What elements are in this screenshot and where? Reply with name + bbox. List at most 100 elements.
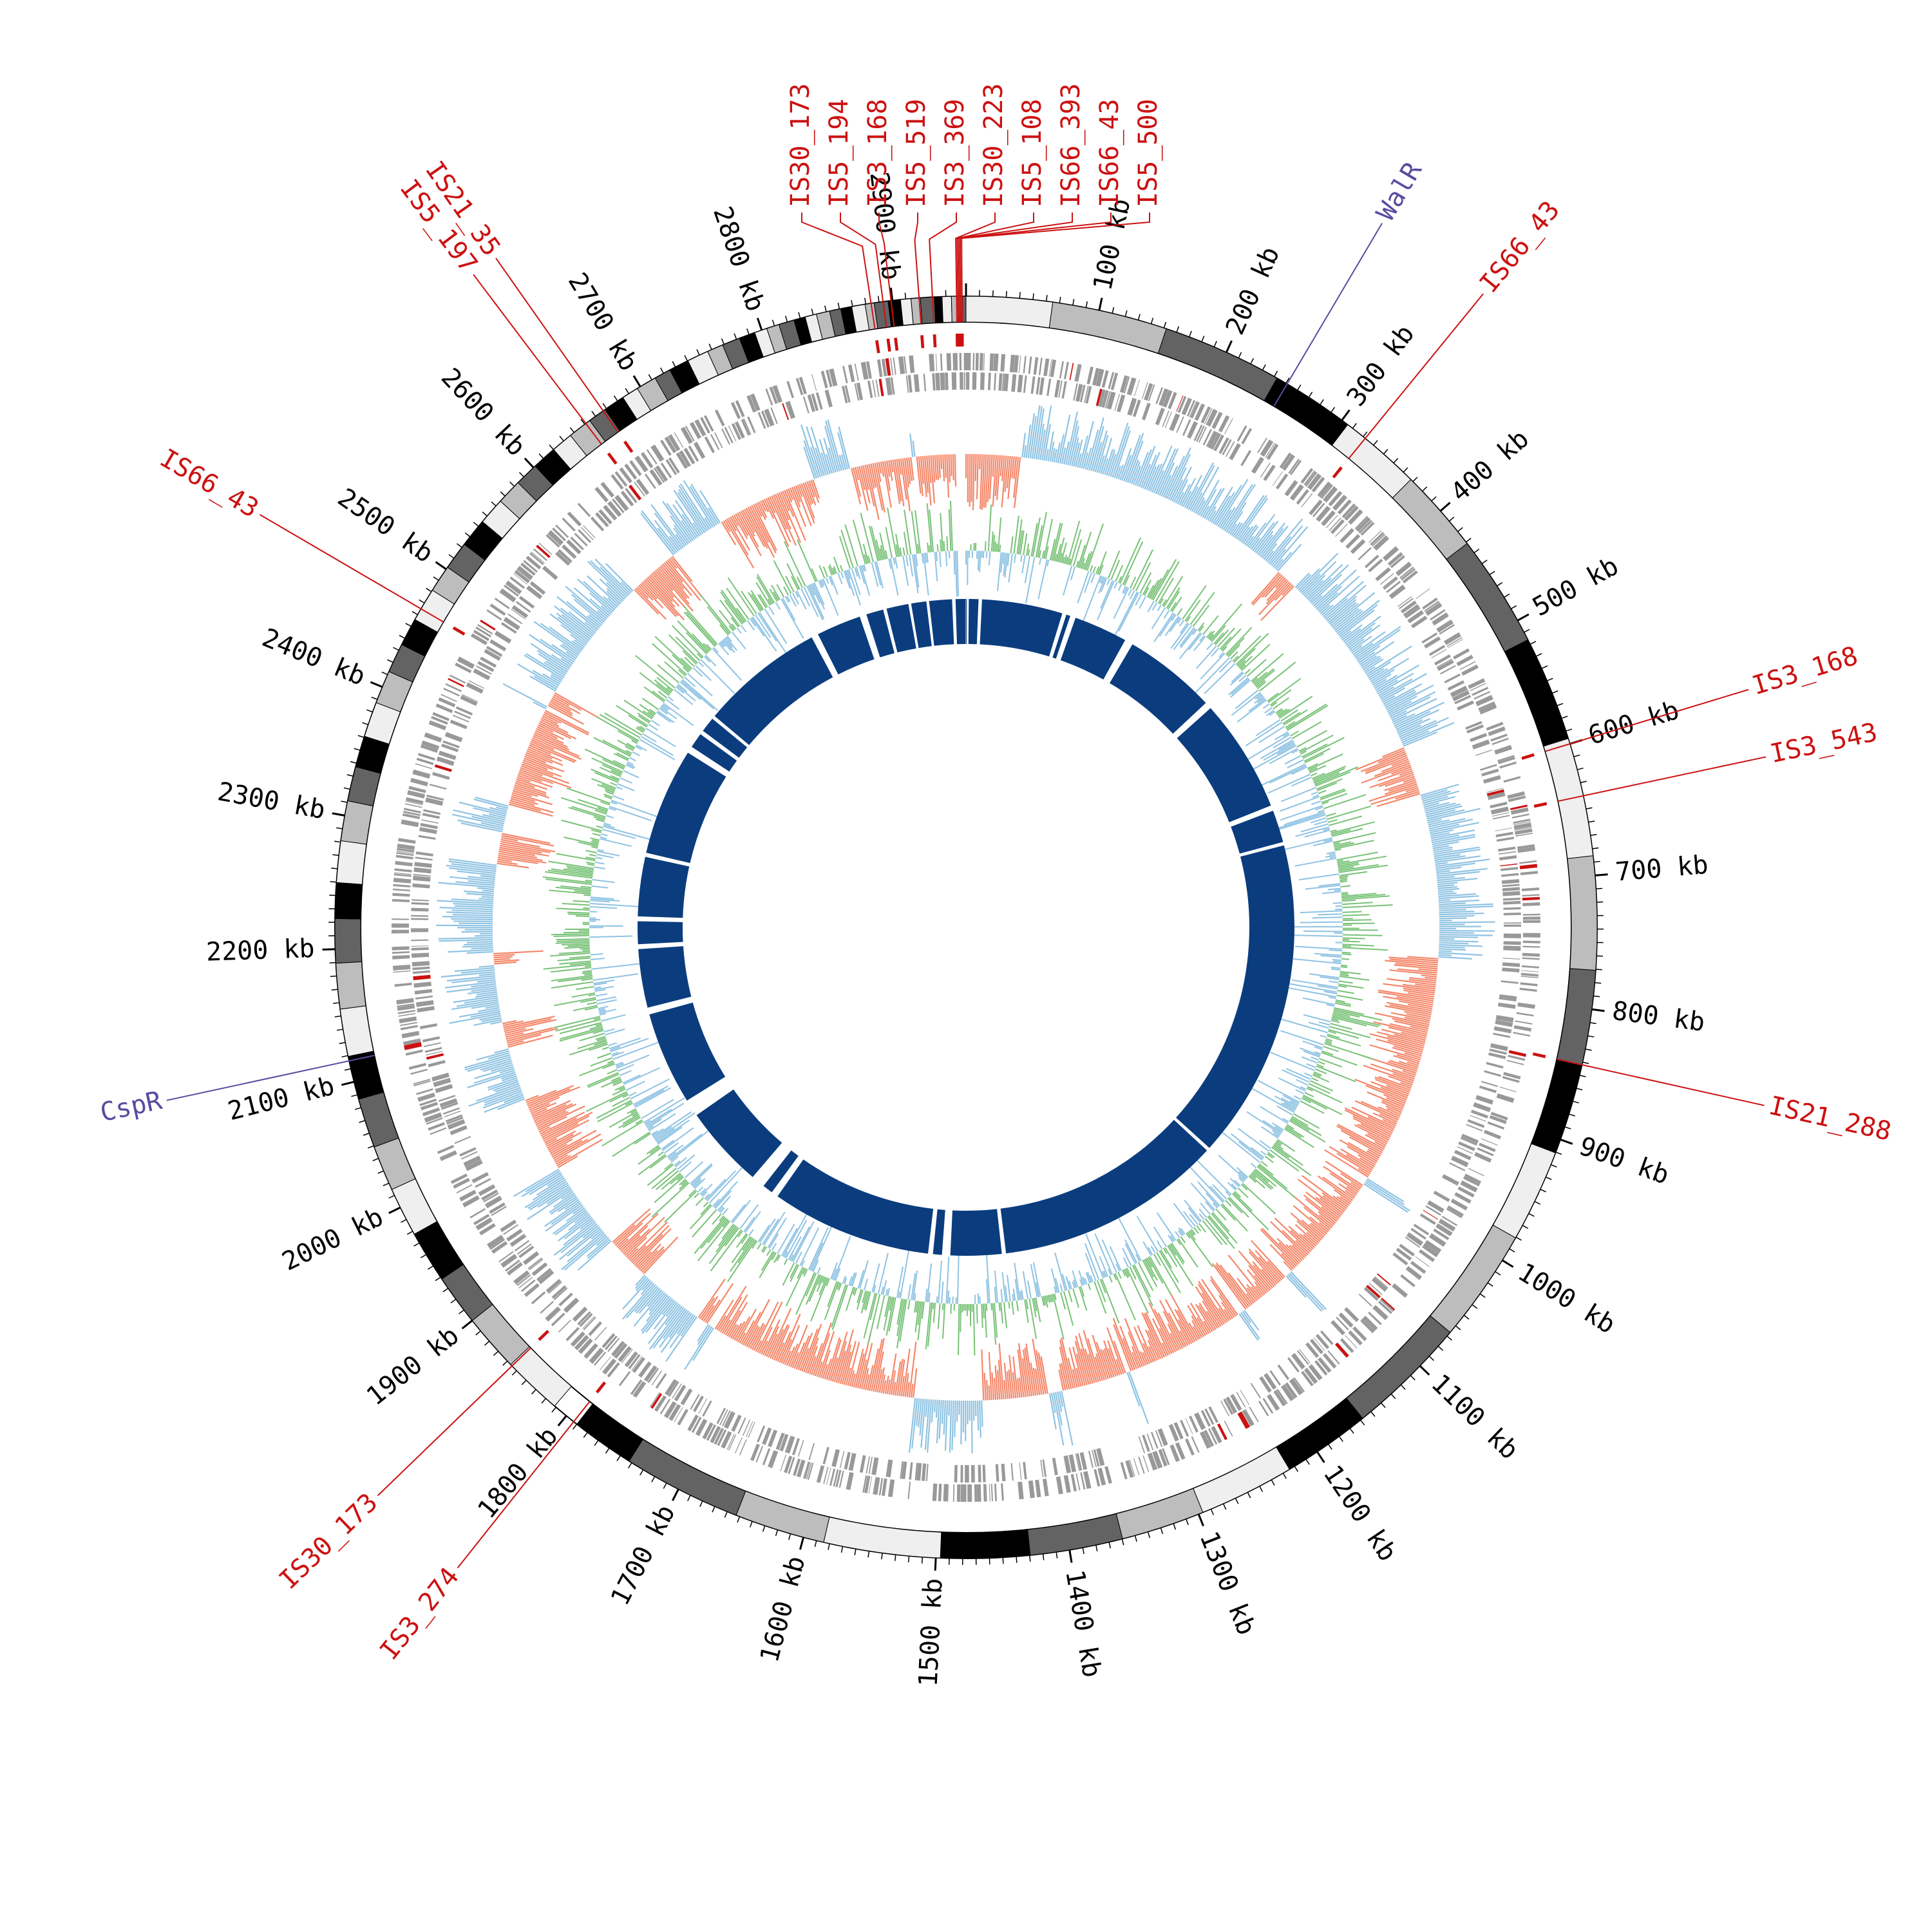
cds-feature	[444, 1110, 461, 1118]
cds-feature	[1303, 1367, 1318, 1385]
feature-leader-line	[929, 213, 957, 323]
minor-tick	[381, 671, 388, 676]
minor-tick	[1589, 1022, 1596, 1025]
cds-feature	[967, 1484, 972, 1502]
cds-feature	[1273, 1390, 1286, 1406]
cds-feature	[921, 1463, 927, 1481]
cds-feature	[901, 1461, 907, 1479]
feature-leader-line	[1558, 756, 1766, 802]
cds-feature	[1487, 1121, 1505, 1130]
cds-feature	[755, 1445, 764, 1463]
cds-feature	[479, 1223, 496, 1236]
cds-feature	[514, 569, 530, 583]
cds-feature	[916, 1463, 922, 1481]
minor-tick	[1573, 754, 1580, 757]
cds-feature	[1386, 580, 1401, 593]
is-element-label: IS5_108	[1018, 99, 1047, 207]
cds-feature	[1018, 355, 1021, 373]
cds-feature	[1337, 499, 1352, 515]
genome-band	[334, 882, 363, 920]
cds-feature	[545, 1278, 562, 1293]
cds-feature	[392, 923, 410, 928]
cds-feature	[757, 1425, 766, 1443]
cds-feature	[413, 981, 431, 988]
cds-feature	[397, 843, 415, 851]
cds-feature	[811, 374, 817, 391]
cds-feature	[1023, 355, 1027, 374]
minor-tick	[1551, 690, 1558, 694]
cds-feature	[422, 813, 440, 819]
cds-feature	[1473, 690, 1490, 700]
cds-feature	[674, 1385, 687, 1402]
minor-tick	[1150, 317, 1154, 325]
minor-tick	[346, 774, 354, 777]
cds-feature	[620, 490, 634, 507]
tick-label: 1600 kb	[755, 1553, 811, 1665]
cds-feature	[1489, 1048, 1507, 1055]
minor-tick	[613, 395, 618, 402]
cds-feature	[513, 1270, 530, 1284]
minor-tick	[1019, 292, 1021, 299]
major-tick	[1316, 1451, 1325, 1463]
cds-feature	[1410, 1260, 1426, 1274]
cds-feature	[486, 645, 503, 658]
cds-feature	[412, 899, 430, 902]
cds-feature	[1501, 878, 1520, 884]
cds-feature	[394, 982, 412, 987]
cds-feature	[963, 353, 966, 371]
minor-tick	[811, 308, 814, 316]
cds-feature	[660, 462, 672, 478]
cds-feature	[786, 1435, 795, 1454]
cds-feature	[403, 808, 421, 813]
cds-feature	[866, 1456, 870, 1474]
cds-feature	[745, 1421, 753, 1437]
cds-feature	[1043, 358, 1050, 377]
conserved-region	[646, 752, 726, 864]
is-element-label: IS66_393	[1056, 83, 1086, 207]
cds-feature	[1194, 1412, 1206, 1430]
feature-leader-line	[959, 213, 1112, 323]
cds-feature	[1001, 1463, 1006, 1482]
cds-feature	[529, 1258, 544, 1271]
minor-tick	[746, 328, 750, 335]
cds-feature	[394, 868, 412, 873]
cds-feature	[1280, 1384, 1295, 1401]
major-tick	[1098, 298, 1103, 311]
cds-feature	[527, 1257, 543, 1270]
cds-feature	[1152, 1450, 1163, 1469]
cds-feature	[1502, 884, 1520, 887]
cds-feature	[1483, 775, 1501, 784]
cds-feature	[1052, 1457, 1058, 1475]
cds-feature	[1502, 962, 1520, 967]
cds-feature	[1484, 1070, 1502, 1077]
cds-feature	[966, 372, 970, 390]
minor-tick	[442, 1287, 449, 1293]
cds-feature	[392, 898, 410, 902]
cds-feature	[1370, 531, 1385, 546]
genome-band	[339, 1005, 374, 1057]
cds-feature	[590, 516, 605, 532]
cds-feature	[1490, 1112, 1508, 1121]
cds-feature	[881, 359, 887, 377]
minor-tick	[1455, 1325, 1461, 1331]
cds-feature	[972, 353, 975, 371]
cds-feature	[1269, 1370, 1282, 1386]
cds-feature	[1382, 576, 1397, 589]
cds-feature	[983, 353, 985, 371]
minor-tick	[448, 554, 455, 559]
cds-feature	[839, 1451, 845, 1468]
cds-feature	[1133, 379, 1141, 397]
cds-feature	[397, 1005, 415, 1011]
cds-feature	[438, 697, 456, 708]
cds-feature	[1446, 637, 1463, 647]
cds-feature	[716, 1407, 726, 1425]
cds-feature	[565, 1327, 580, 1341]
cds-feature	[411, 902, 429, 905]
cds-feature	[1182, 419, 1191, 436]
minor-tick	[824, 305, 827, 312]
cds-feature	[1475, 749, 1492, 756]
cds-feature	[393, 873, 412, 877]
cds-feature	[689, 422, 702, 439]
feature-leader-line	[1557, 1058, 1765, 1106]
minor-tick	[412, 611, 419, 616]
